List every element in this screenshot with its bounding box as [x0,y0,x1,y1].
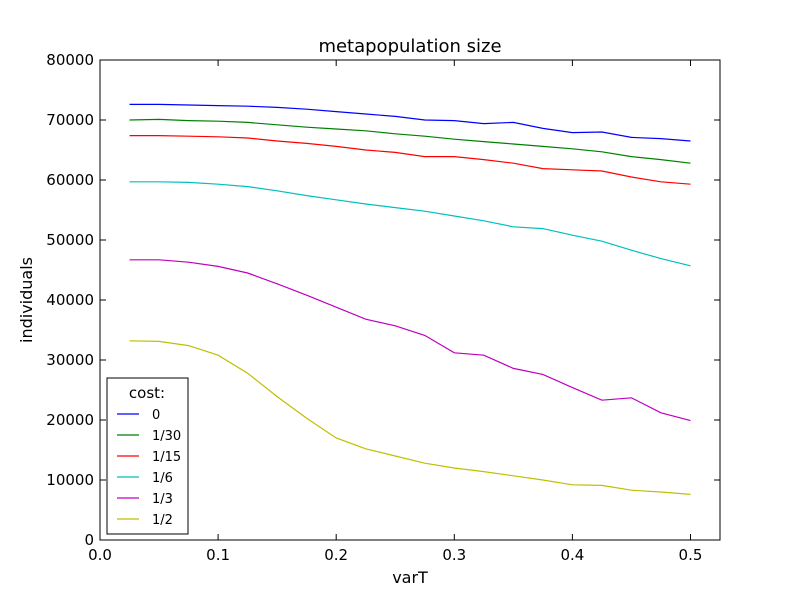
legend-title: cost: [129,384,165,402]
legend: cost: 0 1/30 1/15 1/6 1/3 1/2 [106,377,189,535]
legend-label-0: 0 [152,408,160,423]
x-tick-label: 0.2 [324,546,348,564]
x-tick-label: 0.4 [560,546,584,564]
y-tick-label: 80000 [46,51,94,69]
y-tick-label: 40000 [46,291,94,309]
chart-title: metapopulation size [318,36,501,57]
x-axis-label: varT [392,568,428,587]
series-line-4 [129,259,691,422]
legend-label-1: 1/30 [152,429,181,444]
y-tick-label: 20000 [46,411,94,429]
y-tick-label: 50000 [46,231,94,249]
x-tick-label: 0.1 [206,546,230,564]
y-axis-label: individuals [17,257,36,343]
legend-label-2: 1/15 [152,450,181,465]
legend-label-4: 1/3 [152,492,173,507]
series-line-2 [129,135,691,185]
legend-items: 0 1/30 1/15 1/6 1/3 1/2 [117,408,181,528]
y-tick-label: 60000 [46,171,94,189]
y-tick-label: 10000 [46,471,94,489]
y-axis: 0 10000 20000 30000 40000 50000 60000 70000 8000… [46,51,720,549]
y-tick-label: 30000 [46,351,94,369]
x-tick-label: 0.3 [442,546,466,564]
legend-label-5: 1/2 [152,513,173,528]
x-tick-label: 0.0 [88,546,112,564]
y-tick-label: 70000 [46,111,94,129]
series-line-5 [129,340,691,495]
series-line-3 [129,181,691,267]
x-tick-label: 0.5 [679,546,703,564]
series-layer [129,103,691,495]
legend-label-3: 1/6 [152,471,173,486]
series-line-0 [129,103,691,142]
x-axis: 0.0 0.1 0.2 0.3 0.4 0.5 [88,60,702,564]
y-tick-label: 0 [84,531,94,549]
series-line-1 [129,118,691,164]
